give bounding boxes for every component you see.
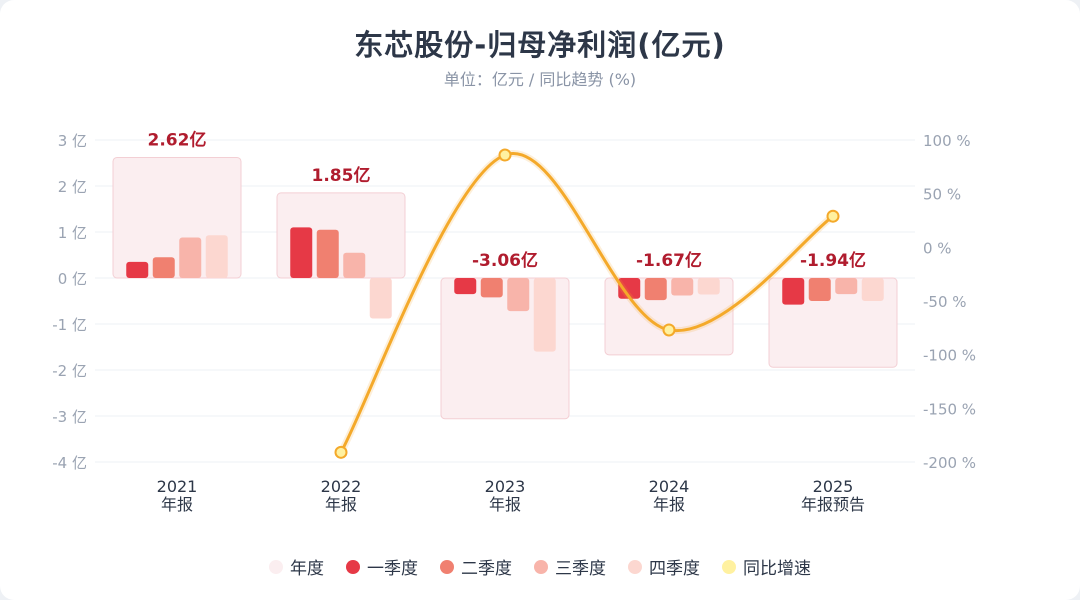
legend-item[interactable]: 一季度 bbox=[346, 554, 418, 579]
y-left-tick-label: -2 亿 bbox=[52, 362, 87, 380]
legend-item[interactable]: 年度 bbox=[269, 554, 324, 579]
legend-item[interactable]: 三季度 bbox=[534, 554, 606, 579]
annual-value-label: 2.62亿 bbox=[148, 129, 207, 150]
annual-value-label: 1.85亿 bbox=[312, 165, 371, 186]
x-tick-type: 年报 bbox=[653, 495, 685, 514]
y-left-tick-label: 0 亿 bbox=[58, 270, 87, 288]
quarter-bar-q1 bbox=[290, 227, 313, 278]
quarter-bar-q3 bbox=[835, 278, 858, 295]
yoy-line bbox=[339, 151, 835, 454]
yoy-point bbox=[826, 209, 840, 223]
legend-label: 二季度 bbox=[461, 559, 512, 579]
y-right-tick-label: 100 % bbox=[923, 132, 971, 150]
chart-legend: 年度 一季度 二季度 三季度 四季度 同比增速 bbox=[0, 554, 1080, 579]
y-left-tick-label: 2 亿 bbox=[58, 178, 87, 196]
annual-value-label: -1.67亿 bbox=[636, 250, 702, 271]
legend-item[interactable]: 同比增速 bbox=[722, 554, 811, 579]
legend-swatch bbox=[722, 559, 736, 574]
legend-label: 年度 bbox=[290, 559, 324, 579]
y-left-tick-label: 3 亿 bbox=[58, 132, 87, 150]
chart-subtitle: 单位：亿元 / 同比趋势 (%) bbox=[443, 70, 637, 89]
yoy-point bbox=[498, 148, 512, 162]
legend-swatch bbox=[628, 559, 642, 574]
chart-svg: 2.62亿 1.85亿 -3.06亿 -1.67亿 -1.94亿 3 亿 2 亿 1 亿 0 … bbox=[52, 129, 976, 514]
legend-label: 四季度 bbox=[649, 559, 700, 579]
y-left-tick-label: -1 亿 bbox=[52, 316, 87, 334]
legend-swatch bbox=[440, 559, 454, 574]
quarter-bar-q3 bbox=[671, 278, 694, 296]
yoy-point bbox=[662, 323, 676, 337]
quarter-bar-q1 bbox=[618, 278, 641, 299]
y-left-tick-label: 1 亿 bbox=[58, 224, 87, 242]
x-tick-type: 年报预告 bbox=[801, 495, 865, 514]
x-tick-year: 2024 bbox=[649, 477, 690, 496]
annual-value-label: -3.06亿 bbox=[472, 250, 538, 271]
quarter-bar-q4 bbox=[205, 235, 228, 278]
quarter-bar-q1 bbox=[126, 261, 149, 278]
y-right-tick-label: -100 % bbox=[923, 347, 976, 365]
legend-item[interactable]: 四季度 bbox=[628, 554, 700, 579]
legend-label: 同比增速 bbox=[743, 559, 811, 579]
quarter-bar-q3 bbox=[179, 237, 202, 278]
quarter-bar-q4 bbox=[697, 278, 720, 295]
legend-label: 三季度 bbox=[555, 559, 606, 579]
quarter-bar-q2 bbox=[808, 278, 831, 301]
x-tick-year: 2022 bbox=[321, 477, 362, 496]
quarter-bar-q4 bbox=[369, 278, 392, 319]
legend-label: 一季度 bbox=[367, 559, 418, 579]
y-right-tick-label: -50 % bbox=[923, 293, 967, 311]
quarter-bar-q3 bbox=[343, 252, 366, 278]
quarter-bar-q1 bbox=[454, 278, 477, 295]
x-tick-type: 年报 bbox=[489, 495, 521, 514]
y-right-tick-label: 0 % bbox=[923, 239, 952, 257]
y-left-tick-label: -3 亿 bbox=[52, 408, 87, 426]
x-tick-type: 年报 bbox=[325, 495, 357, 514]
quarter-bar-q4 bbox=[861, 278, 884, 301]
x-tick-year: 2023 bbox=[485, 477, 526, 496]
quarter-bar-q2 bbox=[152, 257, 175, 278]
quarter-bar-q2 bbox=[644, 278, 667, 301]
y-right-tick-label: -200 % bbox=[923, 454, 976, 472]
legend-swatch bbox=[534, 559, 548, 574]
y-right-tick-label: 50 % bbox=[923, 186, 961, 204]
y-right-tick-label: -150 % bbox=[923, 400, 976, 418]
legend-swatch bbox=[269, 559, 283, 574]
chart-title: 东芯股份-归母净利润(亿元) bbox=[354, 28, 726, 62]
annual-value-label: -1.94亿 bbox=[800, 250, 866, 271]
quarter-bar-q2 bbox=[316, 229, 339, 278]
x-tick-year: 2025 bbox=[813, 477, 854, 496]
y-left-tick-label: -4 亿 bbox=[52, 454, 87, 472]
legend-swatch bbox=[346, 559, 360, 574]
yoy-point bbox=[334, 445, 348, 459]
quarter-bar-q1 bbox=[782, 278, 805, 305]
quarter-bar-q4 bbox=[533, 278, 556, 352]
quarter-bar-q2 bbox=[480, 278, 503, 298]
quarter-bar-q3 bbox=[507, 278, 530, 312]
legend-item[interactable]: 二季度 bbox=[440, 554, 512, 579]
x-tick-year: 2021 bbox=[157, 477, 198, 496]
yoy-line-glow bbox=[337, 150, 837, 456]
x-tick-type: 年报 bbox=[161, 495, 193, 514]
